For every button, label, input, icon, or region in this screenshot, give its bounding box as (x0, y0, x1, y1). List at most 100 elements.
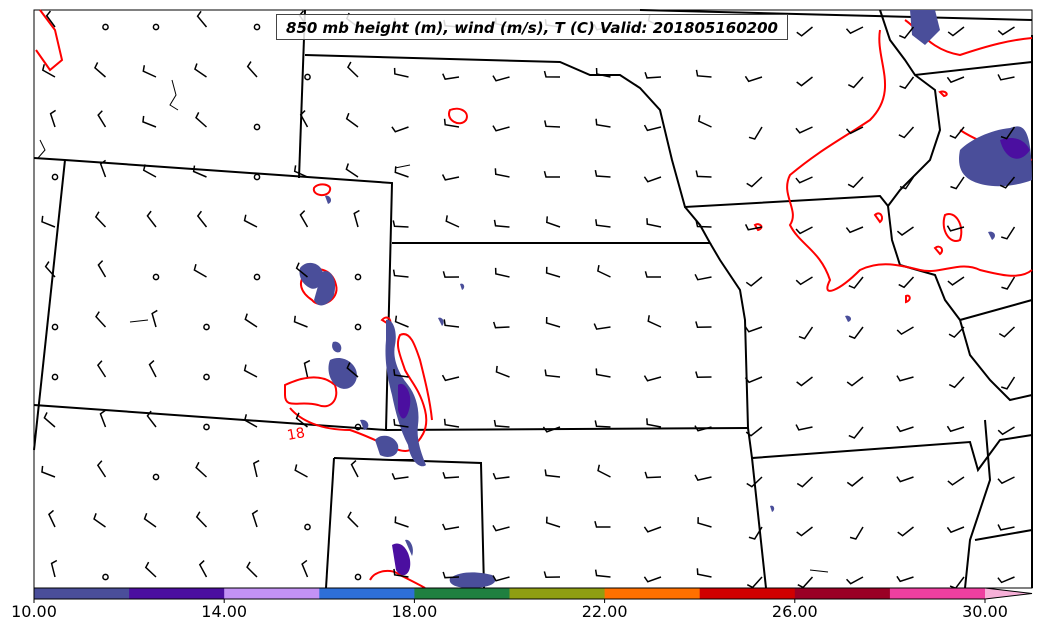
colorbar-segment (34, 588, 130, 599)
wind-barb (694, 474, 712, 481)
wind-barb (394, 315, 409, 328)
wind-barb (796, 376, 813, 387)
calm-wind-circle (51, 173, 59, 181)
wind-barb (492, 321, 510, 329)
wind-barb (898, 126, 915, 139)
wind-barb (745, 426, 763, 437)
wind-barb (494, 168, 510, 178)
wind-barb (350, 459, 359, 478)
wind-barb (146, 410, 157, 428)
wind-barb (643, 576, 662, 583)
wind-barb (744, 224, 763, 231)
wind-barb (646, 418, 662, 428)
wind-barb (544, 469, 561, 478)
colorbar-tick-label: 30.00 (962, 602, 1008, 621)
wind-barb (494, 267, 510, 278)
wind-barb (192, 165, 207, 178)
calm-wind-circle (102, 23, 109, 31)
wind-barb (795, 226, 813, 235)
wind-barb (545, 266, 561, 278)
wind-barb (48, 509, 56, 528)
wind-barb (495, 365, 510, 378)
wind-barb (441, 374, 460, 382)
wind-barb (443, 418, 460, 428)
wind-barb (94, 211, 107, 228)
wind-barb (594, 170, 611, 178)
wind-barb (948, 326, 965, 339)
wind-barb (849, 526, 864, 540)
wind-barb (392, 269, 409, 278)
wind-barb (44, 261, 56, 278)
wind-barb (347, 511, 359, 528)
wind-barb (949, 126, 965, 139)
wind-barb (595, 368, 611, 378)
calm-wind-circle (253, 273, 261, 281)
colorbar-segment (604, 588, 701, 599)
wind-barb (1000, 126, 1016, 140)
wind-barb (796, 526, 813, 537)
wind-barb (99, 409, 107, 428)
wind-barb (748, 126, 763, 140)
wind-barb (293, 165, 308, 178)
wind-barb (251, 509, 259, 528)
wind-barb (899, 176, 915, 190)
calm-wind-circle (354, 323, 362, 331)
calm-wind-circle (152, 23, 160, 31)
wind-barb (295, 412, 308, 428)
wind-barb (142, 164, 157, 178)
calm-wind-circle (203, 373, 210, 381)
wind-barb (946, 425, 965, 433)
wind-barb (96, 460, 107, 478)
wind-barb (492, 575, 510, 582)
wind-barb (798, 326, 814, 340)
calm-wind-circle (51, 373, 59, 381)
wind-barb (796, 76, 813, 87)
wind-barb (646, 218, 662, 228)
wind-barb (997, 476, 1015, 485)
wind-barb (392, 220, 409, 228)
calm-wind-circle (253, 23, 261, 31)
wind-barb (299, 210, 309, 228)
colorbar (33, 587, 1033, 603)
wind-barb (393, 369, 409, 378)
wind-barb (195, 461, 208, 478)
wind-barb (697, 115, 712, 128)
wind-barb (97, 110, 107, 128)
wind-barb (198, 560, 208, 578)
wind-barb (442, 471, 460, 479)
wind-barb (644, 471, 662, 479)
wind-barb (795, 176, 813, 184)
colorbar-segment (129, 588, 225, 599)
wind-barb (896, 326, 914, 336)
wind-barb (597, 464, 611, 478)
wind-barb (196, 210, 208, 228)
wind-barb (49, 109, 57, 128)
wind-barb (796, 26, 813, 37)
colorbar-tick-label: 26.00 (771, 602, 818, 621)
wind-barb (41, 64, 56, 78)
calm-wind-circle (203, 323, 210, 331)
colorbar-segment (889, 588, 986, 599)
wind-barb (896, 226, 914, 236)
wind-barb (146, 210, 157, 228)
colorbar-tick-label: 22.00 (581, 602, 628, 621)
wind-barb (847, 76, 864, 89)
wind-barb (746, 576, 763, 589)
wind-barb (393, 418, 409, 428)
wind-barb (391, 126, 409, 133)
wind-barb (93, 513, 106, 528)
wind-barb (644, 71, 662, 79)
calm-wind-circle (152, 273, 160, 281)
wind-barb (391, 473, 409, 480)
wind-barb (846, 576, 864, 585)
wind-barb (347, 61, 359, 78)
wind-barb (301, 559, 309, 578)
wind-barb (445, 215, 460, 228)
wind-barb (746, 176, 763, 188)
wind-barb (696, 568, 712, 578)
wind-barb (492, 125, 510, 132)
wind-barb (195, 112, 207, 128)
contour-label: 18 (286, 425, 306, 444)
wind-barb (845, 26, 864, 35)
wind-barb (493, 219, 510, 228)
